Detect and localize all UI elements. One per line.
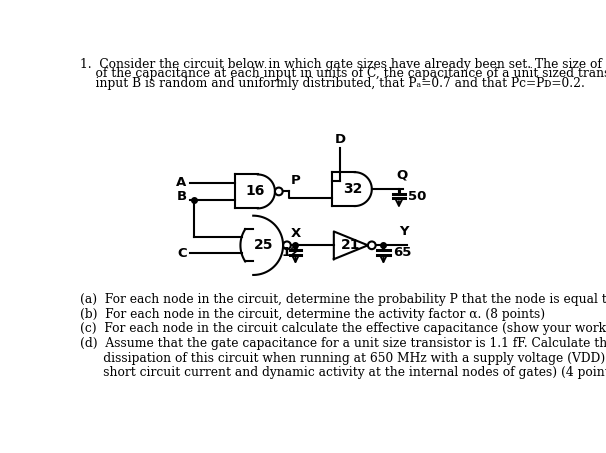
Text: 65: 65 xyxy=(393,246,411,259)
Text: Q: Q xyxy=(396,169,408,181)
Text: Y: Y xyxy=(399,225,408,238)
Text: X: X xyxy=(290,227,301,240)
Text: (c)  For each node in the circuit calculate the effective capacitance (show your: (c) For each node in the circuit calcula… xyxy=(81,323,606,335)
Text: 21: 21 xyxy=(341,238,361,252)
Text: B: B xyxy=(176,189,187,202)
Text: (d)  Assume that the gate capacitance for a unit size transistor is 1.1 fF. Calc: (d) Assume that the gate capacitance for… xyxy=(81,337,606,350)
Text: 32: 32 xyxy=(343,182,362,196)
Text: 16: 16 xyxy=(246,184,265,198)
Text: P: P xyxy=(290,174,300,187)
Text: D: D xyxy=(335,133,345,146)
Text: (a)  For each node in the circuit, determine the probability P that the node is : (a) For each node in the circuit, determ… xyxy=(81,293,606,306)
Text: 50: 50 xyxy=(408,189,427,202)
Text: 12: 12 xyxy=(282,246,300,259)
Text: (b)  For each node in the circuit, determine the activity factor α. (8 points): (b) For each node in the circuit, determ… xyxy=(81,308,545,321)
Text: C: C xyxy=(177,247,187,260)
Text: A: A xyxy=(176,177,187,189)
Text: 1.  Consider the circuit below in which gate sizes have already been set. The si: 1. Consider the circuit below in which g… xyxy=(81,58,606,71)
Text: dissipation of this circuit when running at 650 MHz with a supply voltage (VDD) : dissipation of this circuit when running… xyxy=(81,352,606,365)
Text: of the capacitance at each input in units of C, the capacitance of a unit sized : of the capacitance at each input in unit… xyxy=(81,67,606,81)
Text: 25: 25 xyxy=(255,238,274,252)
Text: short circuit current and dynamic activity at the internal nodes of gates) (4 po: short circuit current and dynamic activi… xyxy=(81,366,606,379)
Text: input B is random and uniformly distributed, that Pₐ=0.7 and that Pc=Pᴅ=0.2.: input B is random and uniformly distribu… xyxy=(81,77,585,90)
